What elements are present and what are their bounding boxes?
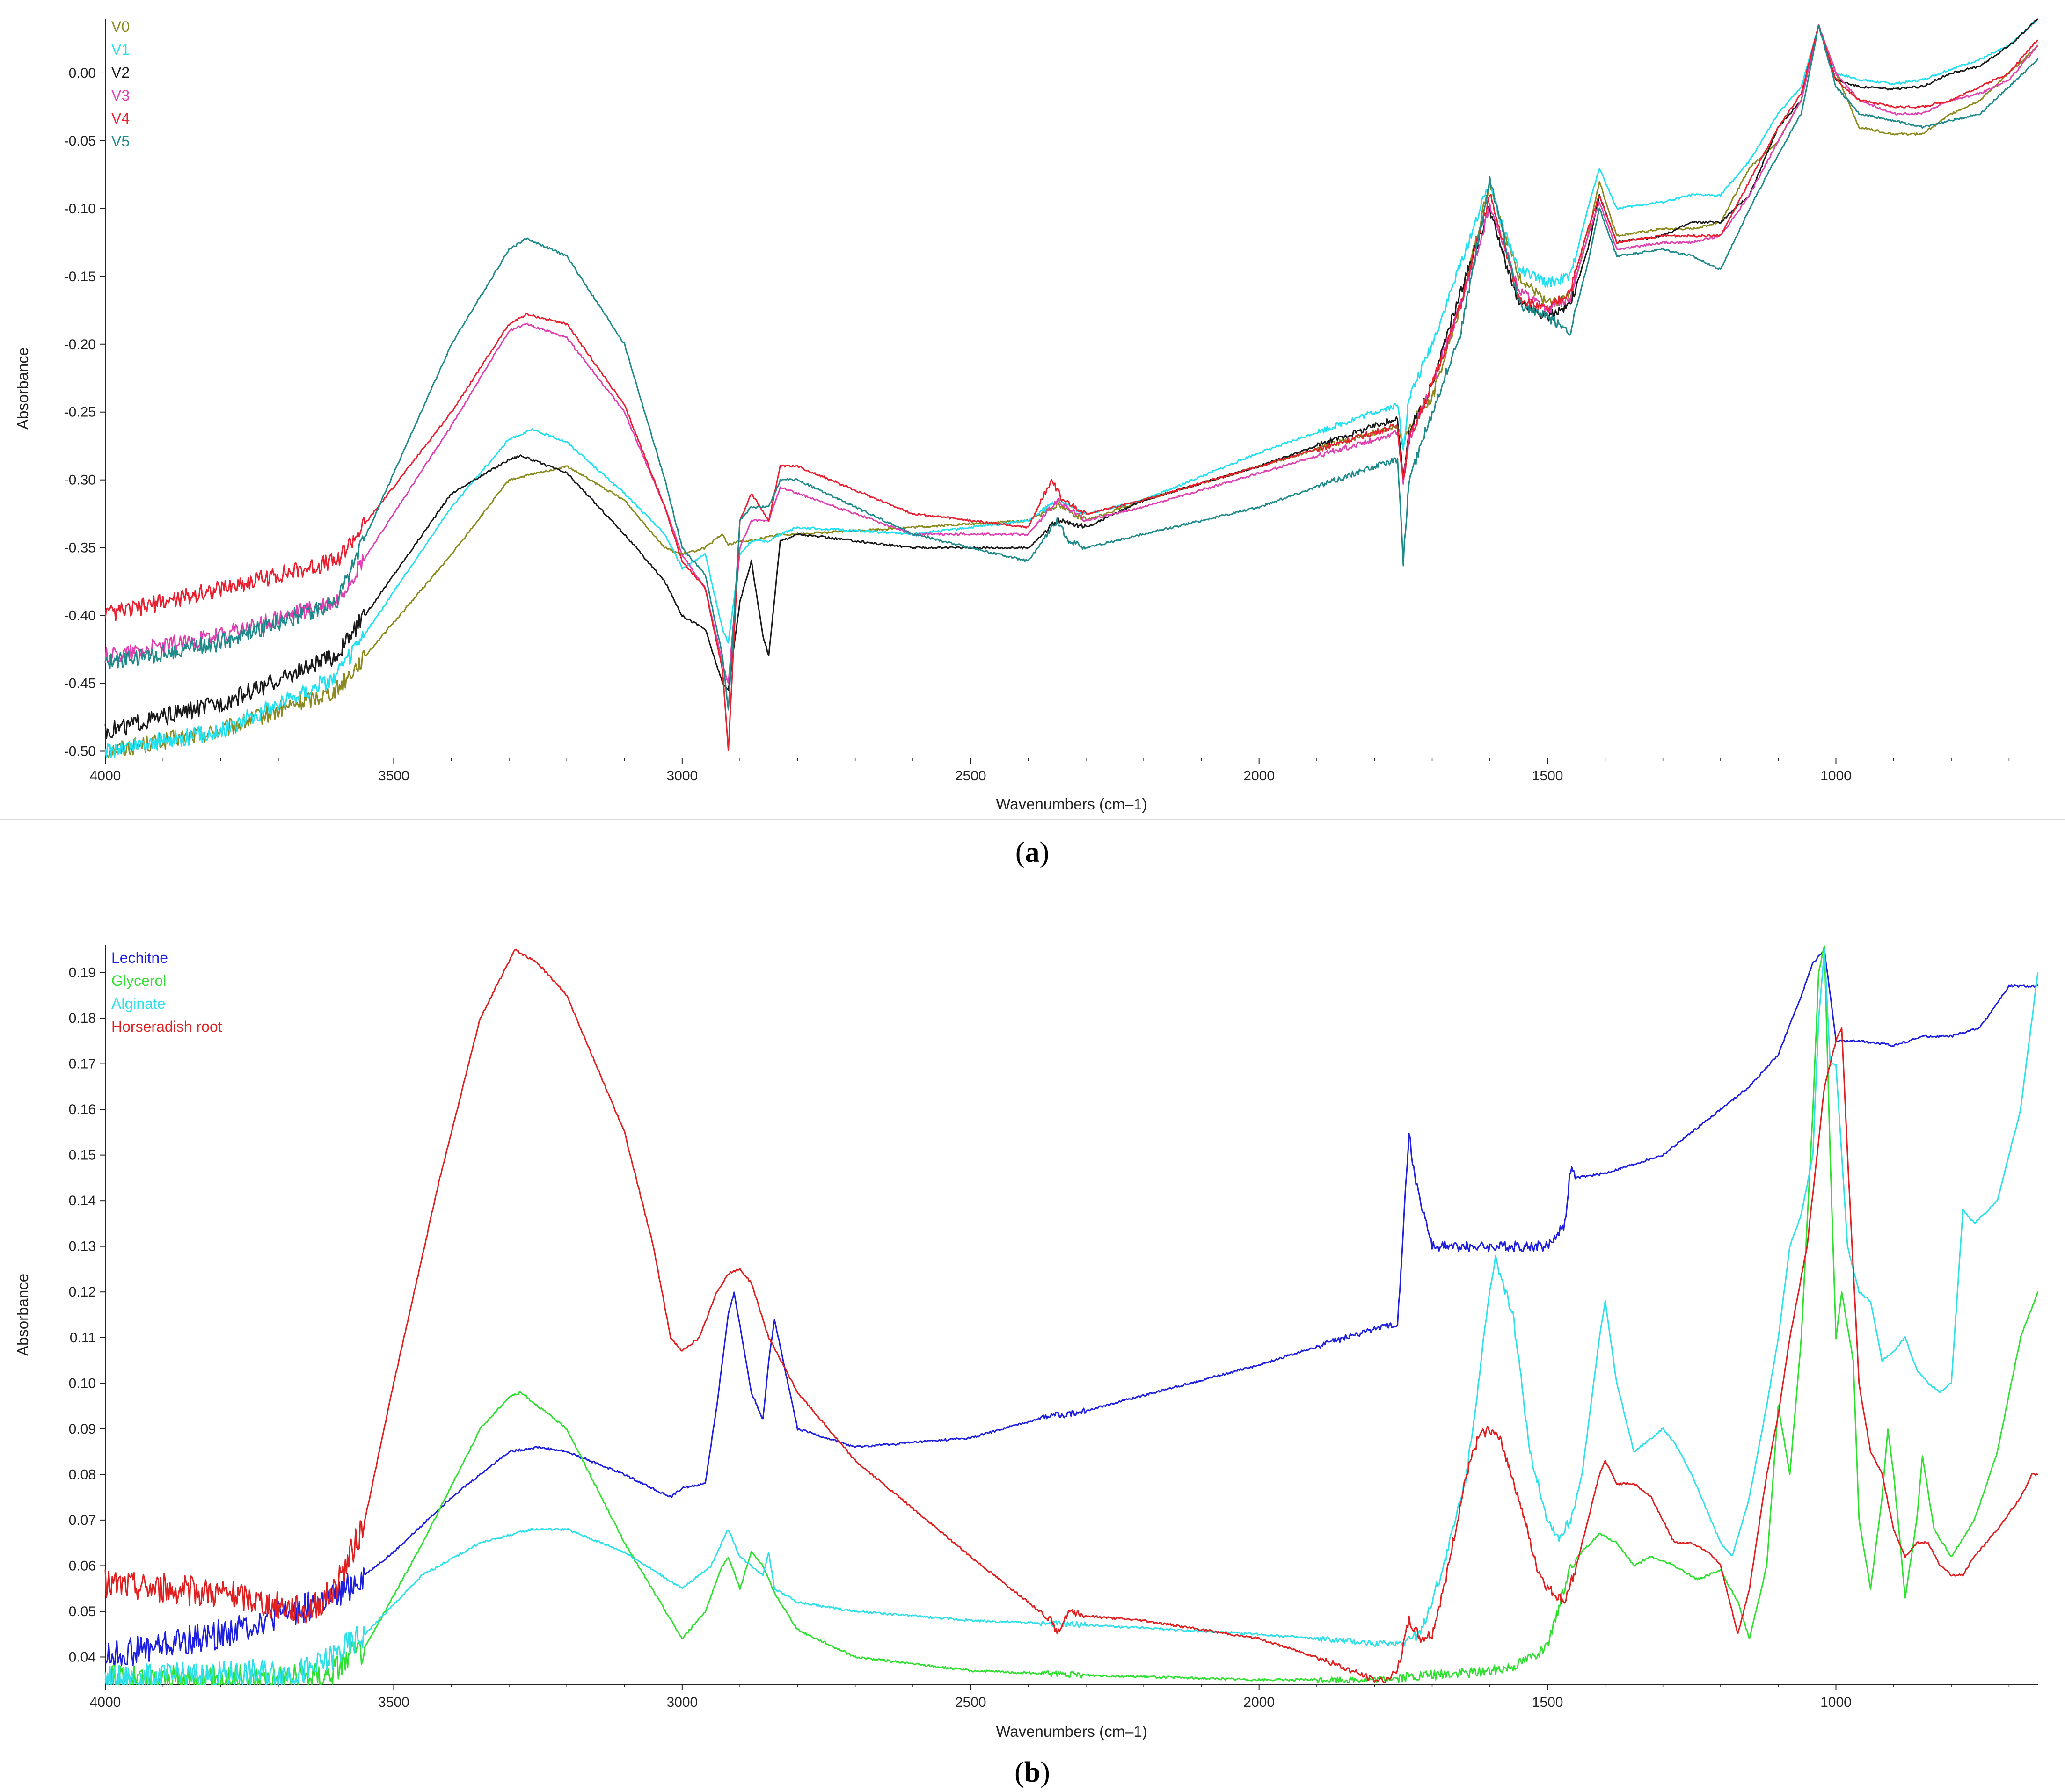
panel-a-y-ticks: -0.50 -0.45 -0.40 -0.35 -0.30 -0.25 -0.20 -0.15… [64, 66, 105, 759]
panel-a-series-v5 [104, 25, 2039, 711]
panel-b-y-tick-label: 0.04 [69, 1649, 96, 1665]
panel-b-y-tick-label: 0.05 [69, 1604, 96, 1619]
panel-a-x-tick-label: 1000 [1820, 768, 1852, 784]
panel-a-y-tick-label: -0.20 [64, 337, 96, 352]
panel-b-series-alginate [104, 948, 2039, 1685]
panel-b-legend-item: Alginate [111, 995, 166, 1012]
panel-b-legend-item: Glycerol [111, 972, 166, 989]
panel-b-y-tick-label: 0.09 [69, 1421, 96, 1437]
panel-a-x-tick-label: 3500 [378, 768, 409, 784]
panel-b-y-tick-label: 0.12 [69, 1284, 96, 1300]
panel-b-y-tick-label: 0.10 [69, 1376, 96, 1391]
panel-a-series-lines [104, 18, 2039, 759]
panel-a-y-tick-label: -0.45 [64, 676, 96, 692]
panel-b-y-tick-label: 0.06 [69, 1558, 96, 1573]
panel-b-x-tick-label: 2500 [955, 1695, 986, 1710]
panel-a-x-tick-label: 2000 [1243, 768, 1275, 784]
panel-a-y-tick-label: -0.50 [64, 744, 96, 759]
panel-a-x-tick-label: 1500 [1532, 768, 1563, 784]
panel-b-legend-item: Horseradish root [111, 1018, 222, 1035]
panel-b-legend: Lechitne Glycerol Alginate Horseradish root [111, 949, 222, 1035]
panel-a-caption: (a) [1015, 837, 1049, 868]
panel-a-plot-area [105, 19, 2038, 758]
panel-a-series-v0 [104, 24, 2038, 759]
panel-a-y-axis-title: Absorbance [14, 347, 31, 430]
panel-a-x-tick-label: 2500 [955, 768, 986, 784]
panel-a-legend: V0 V1 V2 V3 V4 V5 [111, 18, 130, 150]
panel-b-y-tick-label: 0.07 [69, 1513, 96, 1528]
panel-b-legend-item: Lechitne [111, 949, 168, 966]
panel-b-x-tick-label: 2000 [1243, 1695, 1275, 1710]
panel-a-legend-item: V5 [111, 133, 130, 150]
panel-a-legend-item: V2 [111, 64, 130, 81]
panel-b-y-tick-label: 0.15 [69, 1148, 96, 1163]
panel-b-y-tick-label: 0.11 [70, 1330, 96, 1346]
panel-a-legend-item: V3 [111, 87, 130, 104]
panel-a-y-tick-label: -0.25 [64, 405, 96, 420]
panel-a-y-tick-label: -0.30 [64, 473, 96, 488]
panel-b-y-tick-label: 0.17 [69, 1056, 96, 1072]
panel-a-legend-item: V1 [111, 41, 130, 58]
panel-a-legend-item: V0 [111, 18, 130, 35]
panel-a-caption-letter: a [1025, 837, 1040, 868]
panel-b-caption: (b) [1014, 1756, 1050, 1788]
panel-b-y-ticks: 0.04 0.05 0.06 0.07 0.08 0.09 0.10 0.11 0.12 0.13… [69, 965, 105, 1665]
panel-b-x-axis-title: Wavenumbers (cm–1) [996, 1723, 1147, 1740]
panel-a-y-tick-label: -0.40 [64, 608, 96, 624]
panel-b-x-tick-label: 4000 [90, 1695, 121, 1710]
panel-a-plot-frame [105, 19, 2038, 758]
panel-b-y-tick-label: 0.13 [69, 1239, 96, 1254]
panel-b-series-lechitne [105, 948, 2038, 1668]
panel-a-x-tick-label: 3000 [666, 768, 698, 784]
panel-a: 4000 3500 3000 2500 2000 1500 1000 -0.50-0.45-… [0, 18, 2065, 868]
panel-a-series-v2 [104, 18, 2039, 740]
panel-b-y-tick-label: 0.14 [69, 1193, 96, 1209]
panel-a-y-tick-label: 0.00 [69, 66, 96, 81]
panel-a-y-tick-label: -0.15 [64, 269, 96, 284]
panel-a-series-v4 [104, 24, 2039, 751]
panel-b-y-tick-label: 0.19 [69, 965, 96, 981]
panel-a-x-ticks: 4000 3500 3000 2500 2000 1500 1000 [90, 758, 2010, 784]
panel-b: 4000 3500 3000 2500 2000 1500 1000 0.040.050.0… [14, 945, 2039, 1788]
panel-b-y-tick-label: 0.18 [69, 1011, 96, 1026]
panel-b-plot-frame [105, 945, 2038, 1684]
panel-b-x-tick-label: 1500 [1532, 1695, 1563, 1710]
panel-a-x-tick-label: 4000 [90, 768, 121, 784]
panel-b-x-ticks: 4000 3500 3000 2500 2000 1500 1000 [90, 1684, 2010, 1710]
panel-b-caption-letter: b [1024, 1756, 1040, 1788]
panel-b-series-horseradish-root [104, 948, 2038, 1683]
panel-b-series-glycerol [104, 945, 2039, 1685]
panel-b-y-axis-title: Absorbance [14, 1274, 31, 1356]
panel-b-y-tick-label: 0.08 [69, 1467, 96, 1482]
panel-a-y-tick-label: -0.05 [64, 133, 96, 149]
panel-a-legend-item: V4 [111, 110, 130, 127]
panel-b-y-tick-label: 0.16 [69, 1102, 96, 1117]
panel-a-x-axis-title: Wavenumbers (cm–1) [996, 795, 1147, 813]
panel-a-y-tick-label: -0.35 [64, 540, 96, 556]
panel-b-plot-area [105, 945, 2038, 1685]
panel-a-y-tick-label: -0.10 [64, 201, 96, 217]
panel-b-x-tick-label: 3500 [378, 1695, 409, 1710]
panel-b-x-tick-label: 1000 [1820, 1695, 1852, 1710]
panel-b-x-tick-label: 3000 [666, 1695, 698, 1710]
panel-b-series-lines [104, 945, 2039, 1685]
